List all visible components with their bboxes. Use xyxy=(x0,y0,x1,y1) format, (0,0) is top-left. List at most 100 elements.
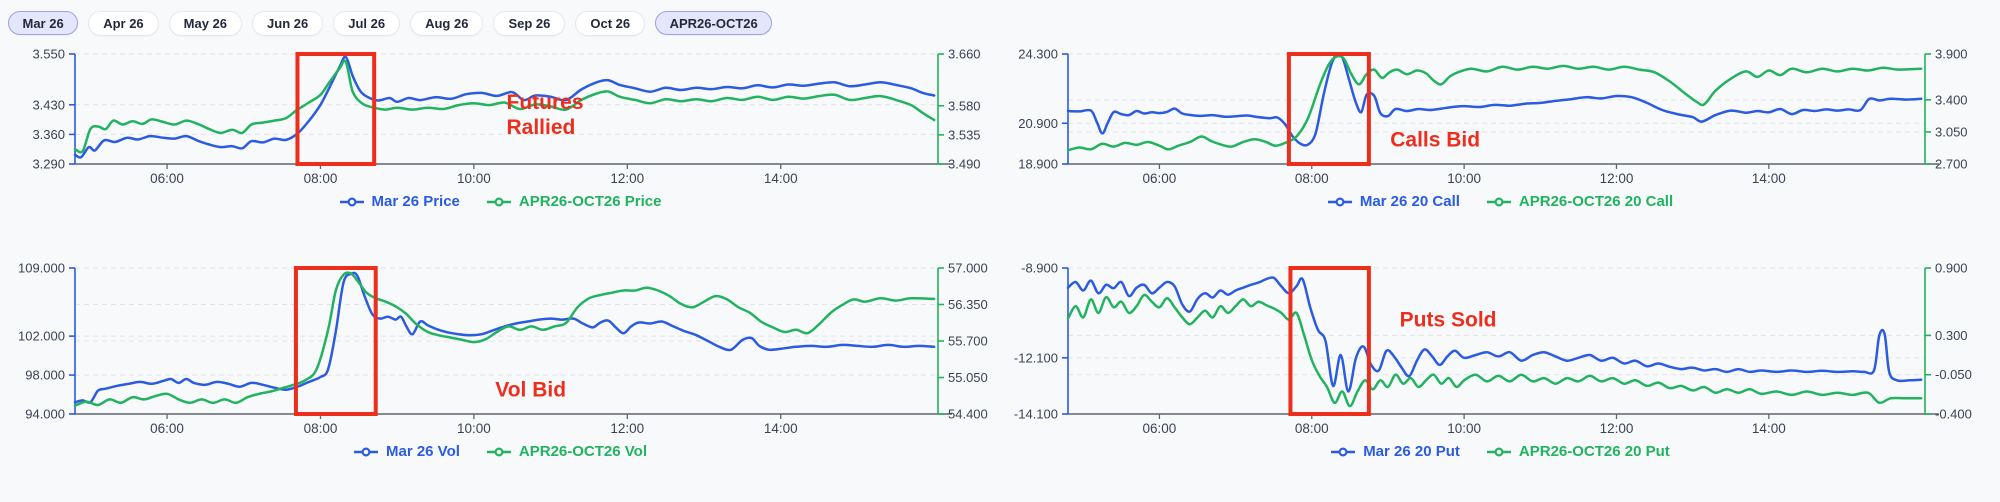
left-axis-tick-label: 109.000 xyxy=(18,261,65,276)
tab-jun-26[interactable]: Jun 26 xyxy=(252,10,324,36)
x-axis-tick-label: 12:00 xyxy=(1600,171,1634,186)
right-axis-tick-label: 55.050 xyxy=(948,370,988,385)
x-axis-tick-label: 08:00 xyxy=(1295,171,1329,186)
x-axis-tick-label: 06:00 xyxy=(150,171,184,186)
legend-marker-icon xyxy=(1486,196,1511,207)
highlight-box xyxy=(293,266,378,416)
right-axis-tick-label: 3.490 xyxy=(948,157,981,172)
left-axis-tick-label: 3.550 xyxy=(32,47,65,62)
right-axis-tick-label: 0.900 xyxy=(1935,261,1968,276)
tab-may-26[interactable]: May 26 xyxy=(168,10,243,36)
right-axis-tick-label: 57.000 xyxy=(948,261,988,276)
annotation-text: Puts Sold xyxy=(1400,308,1497,331)
tab-oct-26[interactable]: Oct 26 xyxy=(575,10,646,36)
vol-legend: Mar 26 Vol APR26-OCT26 Vol xyxy=(0,443,1000,460)
series-line-mar-26-vol xyxy=(73,271,936,404)
legend-marker-icon xyxy=(1486,446,1511,457)
legend-item-mar-26-20-call[interactable]: Mar 26 20 Call xyxy=(1327,193,1460,210)
futures-price-legend: Mar 26 Price APR26-OCT26 Price xyxy=(0,193,1000,210)
contract-tabbar: Mar 26 Apr 26 May 26 Jun 26 Jul 26 Aug 26 Sep … xyxy=(0,0,2000,44)
highlight-box xyxy=(295,52,377,166)
chart-futures-price: 06:00 08:00 10:00 12:00 14:00 3.550 3.430 3.360… xyxy=(0,46,1000,211)
left-axis-tick-label: 98.000 xyxy=(25,368,65,383)
tab-mar-26[interactable]: Mar 26 xyxy=(8,11,79,35)
chart-vol: 06:00 08:00 10:00 12:00 14:00 109.000 102.000 9… xyxy=(0,260,1000,461)
legend-label: Mar 26 Price xyxy=(371,193,460,210)
puts-plot[interactable]: 06:00 08:00 10:00 12:00 14:00 -8.900 -12.100 -1… xyxy=(1000,260,2000,442)
legend-label: Mar 26 Vol xyxy=(385,443,460,460)
legend-item-apr26-oct26-20-put[interactable]: APR26-OCT26 20 Put xyxy=(1486,443,1670,460)
right-axis-tick-label: 3.660 xyxy=(948,47,981,62)
series-line-mar-26-20-call xyxy=(1066,52,1923,147)
legend-item-mar-26-price[interactable]: Mar 26 Price xyxy=(339,193,460,210)
tab-jul-26[interactable]: Jul 26 xyxy=(333,10,401,36)
left-axis-tick-label: 102.000 xyxy=(18,329,65,344)
x-axis-tick-label: 12:00 xyxy=(610,421,644,436)
vol-plot[interactable]: 06:00 08:00 10:00 12:00 14:00 109.000 102.000 9… xyxy=(0,260,1000,442)
legend-item-apr26-oct26-vol[interactable]: APR26-OCT26 Vol xyxy=(486,443,647,460)
left-axis-tick-label: 94.000 xyxy=(25,407,65,422)
x-axis-tick-label: 10:00 xyxy=(457,171,491,186)
left-axis-tick-label: 3.290 xyxy=(32,157,65,172)
tab-sep-26[interactable]: Sep 26 xyxy=(493,10,566,36)
legend-item-apr26-oct26-price[interactable]: APR26-OCT26 Price xyxy=(486,193,662,210)
x-axis-tick-label: 08:00 xyxy=(1295,421,1329,436)
left-axis-tick-label: -8.900 xyxy=(1021,261,1058,276)
left-axis-tick-label: 20.900 xyxy=(1018,116,1058,131)
chart-puts: 06:00 08:00 10:00 12:00 14:00 -8.900 -12.100 -1… xyxy=(1000,260,2000,461)
legend-item-apr26-oct26-20-call[interactable]: APR26-OCT26 20 Call xyxy=(1486,193,1673,210)
x-axis-tick-label: 08:00 xyxy=(304,171,338,186)
left-axis-tick-label: 18.900 xyxy=(1018,157,1058,172)
series-line-mar-26-20-put xyxy=(1066,276,1923,393)
x-axis-tick-label: 08:00 xyxy=(304,421,338,436)
legend-label: APR26-OCT26 Price xyxy=(518,193,662,210)
right-axis-tick-label: 3.050 xyxy=(1935,124,1968,139)
annotation-text: Futures xyxy=(507,91,584,114)
futures-price-plot[interactable]: 06:00 08:00 10:00 12:00 14:00 3.550 3.430 3.360… xyxy=(0,46,1000,192)
right-axis-tick-label: 0.300 xyxy=(1935,328,1968,343)
highlight-box xyxy=(1288,266,1371,416)
x-axis-tick-label: 12:00 xyxy=(1600,421,1634,436)
right-axis-tick-label: 3.900 xyxy=(1935,47,1968,62)
x-axis-tick-label: 10:00 xyxy=(1447,171,1481,186)
series-line-apr26-oct26-price xyxy=(73,59,936,154)
legend-label: APR26-OCT26 Vol xyxy=(518,443,647,460)
legend-label: APR26-OCT26 20 Put xyxy=(1518,443,1670,460)
left-axis-tick-label: 3.430 xyxy=(32,97,65,112)
left-axis-tick-label: -12.100 xyxy=(1014,350,1058,365)
series-line-apr26-oct26-20-call xyxy=(1066,54,1923,152)
highlight-box xyxy=(1286,52,1371,166)
x-axis-tick-label: 06:00 xyxy=(1143,171,1177,186)
legend-label: Mar 26 20 Put xyxy=(1363,443,1460,460)
puts-legend: Mar 26 20 Put APR26-OCT26 20 Put xyxy=(1000,443,2000,460)
tab-apr-26[interactable]: Apr 26 xyxy=(88,10,159,36)
legend-marker-icon xyxy=(339,196,364,207)
legend-marker-icon xyxy=(486,196,511,207)
tab-apr26-oct26[interactable]: APR26-OCT26 xyxy=(655,11,773,35)
calls-legend: Mar 26 20 Call APR26-OCT26 20 Call xyxy=(1000,193,2000,210)
calls-plot[interactable]: 06:00 08:00 10:00 12:00 14:00 24.300 20.900 18.… xyxy=(1000,46,2000,192)
right-axis-tick-label: 3.400 xyxy=(1935,92,1968,107)
legend-marker-icon xyxy=(1331,446,1356,457)
tab-aug-26[interactable]: Aug 26 xyxy=(410,10,484,36)
x-axis-tick-label: 06:00 xyxy=(1143,421,1177,436)
legend-label: APR26-OCT26 20 Call xyxy=(1518,193,1674,210)
charts-grid: 06:00 08:00 10:00 12:00 14:00 3.550 3.430 3.360… xyxy=(0,46,2000,461)
legend-item-mar-26-vol[interactable]: Mar 26 Vol xyxy=(353,443,460,460)
series-line-apr26-oct26-vol xyxy=(73,271,936,407)
series-line-apr26-oct26-20-put xyxy=(1066,293,1923,408)
legend-marker-icon xyxy=(353,446,378,457)
right-axis-tick-label: -0.050 xyxy=(1935,367,1972,382)
legend-label: Mar 26 20 Call xyxy=(1359,193,1460,210)
options-dashboard: Mar 26 Apr 26 May 26 Jun 26 Jul 26 Aug 26 Sep … xyxy=(0,0,2000,461)
x-axis-tick-label: 14:00 xyxy=(1752,421,1786,436)
right-axis-tick-label: 54.400 xyxy=(948,407,988,422)
legend-marker-icon xyxy=(1327,196,1352,207)
annotation-text: Calls Bid xyxy=(1390,128,1480,151)
x-axis-tick-label: 14:00 xyxy=(1752,171,1786,186)
legend-marker-icon xyxy=(486,446,511,457)
x-axis-tick-label: 12:00 xyxy=(610,171,644,186)
chart-calls: 06:00 08:00 10:00 12:00 14:00 24.300 20.900 18.… xyxy=(1000,46,2000,211)
legend-item-mar-26-20-put[interactable]: Mar 26 20 Put xyxy=(1330,443,1460,460)
series-line-mar-26-price xyxy=(73,55,936,159)
